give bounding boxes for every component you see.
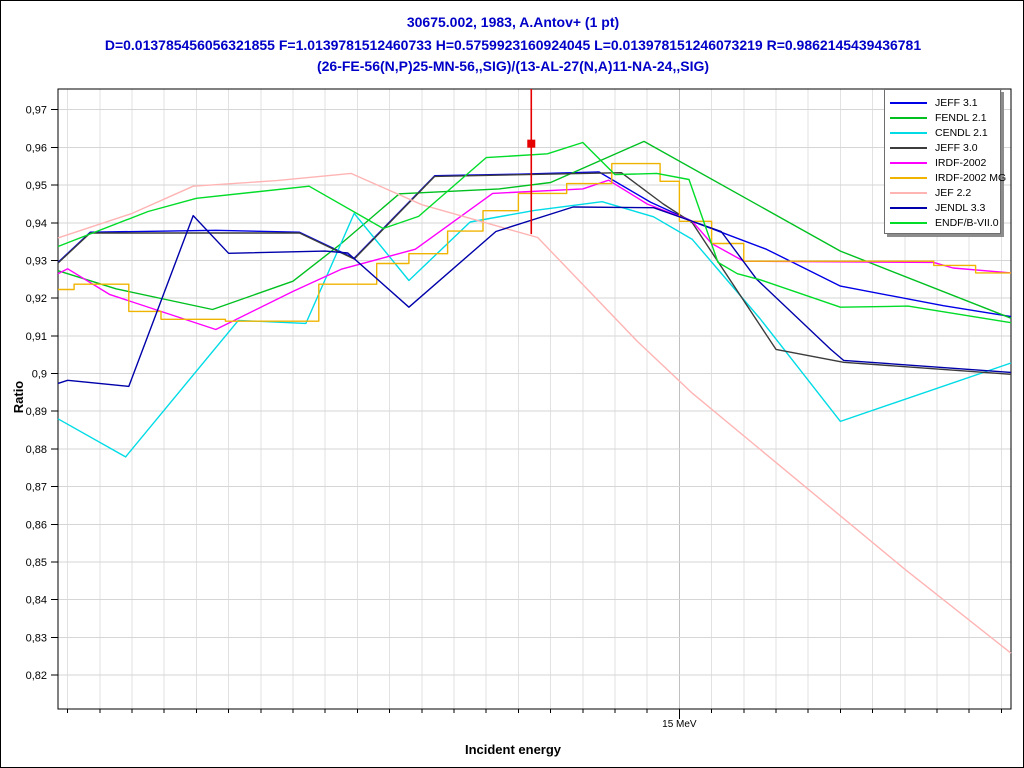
y-axis-title: Ratio	[11, 380, 26, 414]
series-line-FENDL-2.1	[57, 140, 1012, 319]
y-tick-label: 0,86	[26, 519, 47, 531]
series-line-JEF-2.2	[57, 172, 1012, 654]
legend-item-label: IRDF-2002 MG	[935, 171, 1007, 184]
legend-item: ENDF/B-VII.0	[890, 215, 1000, 230]
legend-item-label: CENDL 2.1	[935, 126, 988, 139]
plot-title-statistics: D=0.013785456056321855 F=1.0139781512460…	[104, 37, 922, 53]
series-line-ENDF-B-VII.0	[57, 141, 1012, 324]
legend-item-label: JEFF 3.1	[935, 96, 978, 109]
y-tick-label: 0,95	[26, 180, 47, 192]
legend-item: IRDF-2002 MG	[890, 170, 1006, 185]
legend: JEFF 3.1 FENDL 2.1 CENDL 2.1 JEFF 3.0 IRDF-2…	[884, 89, 1006, 234]
legend-color-swatch	[890, 131, 927, 134]
y-tick-label: 0,88	[26, 444, 47, 456]
legend-item: JEFF 3.0	[890, 140, 1000, 155]
legend-color-swatch	[890, 191, 927, 194]
legend-color-swatch	[890, 101, 927, 104]
y-tick-label: 0,92	[26, 293, 47, 305]
experiment-data-point	[527, 139, 536, 148]
legend-color-swatch	[890, 176, 927, 179]
legend-item: JENDL 3.3	[890, 200, 1000, 215]
legend-item: IRDF-2002	[890, 155, 1000, 170]
legend-item: JEF 2.2	[890, 185, 1000, 200]
x-axis-title: Incident energy	[464, 742, 562, 757]
y-tick-label: 0,91	[26, 331, 47, 343]
y-tick-label: 0,89	[26, 406, 47, 418]
plot-frame	[57, 88, 1012, 710]
legend-item-label: IRDF-2002	[935, 156, 987, 169]
y-tick-label: 0,85	[26, 557, 47, 569]
legend-color-swatch	[890, 221, 927, 224]
legend-item: CENDL 2.1	[890, 125, 1000, 140]
plot-title-experiment: 30675.002, 1983, A.Antov+ (1 pt)	[406, 14, 620, 30]
plot-title-reaction: (26-FE-56(N,P)25-MN-56,,SIG)/(13-AL-27(N…	[316, 58, 710, 74]
y-tick-label: 0,87	[26, 482, 47, 494]
legend-item: FENDL 2.1	[890, 110, 1000, 125]
series-line-JEFF-3.1	[57, 171, 1012, 318]
legend-color-swatch	[890, 146, 927, 149]
y-tick-label: 0,97	[26, 105, 47, 117]
legend-color-swatch	[890, 206, 927, 209]
y-tick-label: 0,9	[32, 369, 47, 381]
legend-item-label: JEFF 3.0	[935, 141, 978, 154]
y-tick-label: 0,96	[26, 142, 47, 154]
legend-item-label: JEF 2.2	[935, 186, 972, 199]
series-line-JENDL-3.3	[57, 206, 1012, 388]
y-tick-label: 0,84	[26, 595, 47, 607]
y-tick-label: 0,93	[26, 255, 47, 267]
y-tick-label: 0,83	[26, 632, 47, 644]
legend-item-label: FENDL 2.1	[935, 111, 987, 124]
legend-color-swatch	[890, 116, 927, 119]
series-line-JEFF-3.0	[57, 172, 1012, 375]
x-tick-label: 15 MeV	[662, 719, 697, 730]
y-tick-label: 0,82	[26, 670, 47, 682]
legend-item: JEFF 3.1	[890, 95, 1000, 110]
legend-item-label: ENDF/B-VII.0	[935, 216, 999, 229]
legend-color-swatch	[890, 161, 927, 164]
y-tick-label: 0,94	[26, 218, 47, 230]
series-line-IRDF-2002-MG	[58, 162, 1011, 322]
series-line-CENDL-2.1	[57, 201, 1012, 458]
legend-item-label: JENDL 3.3	[935, 201, 986, 214]
